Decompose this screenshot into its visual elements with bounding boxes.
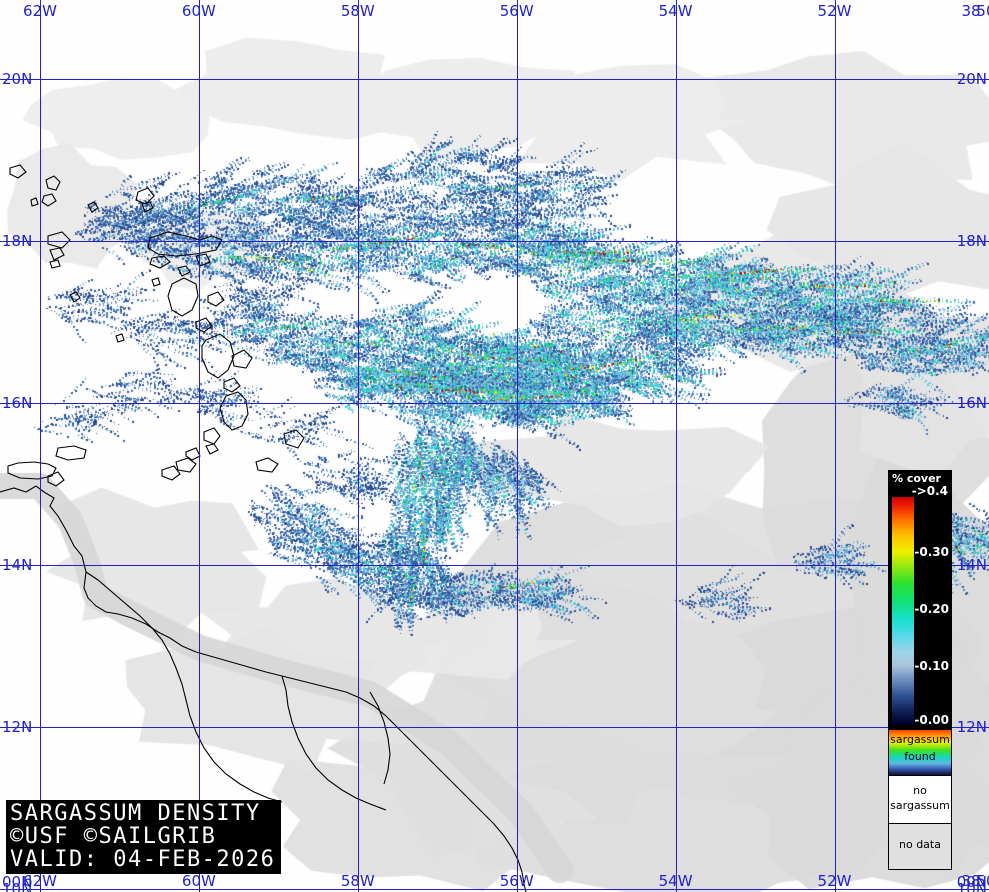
lat-label-right-12N: 12N [956,718,987,736]
lat-label-right-16N: 16N [956,394,987,412]
colorbar-tick-010: -0.10 [914,659,949,673]
title-line-product: SARGASSUM DENSITY [10,801,261,826]
legend-no-sargassum: no sargassum [889,775,951,823]
lon-label-bottom-62W: 62W [23,872,57,890]
lat-label-left-12N: 12N [2,718,33,736]
colorbar-tick-030: -0.30 [914,545,949,559]
title-box: SARGASSUM DENSITY ©USF ©SAILGRIB VALID: … [6,800,282,874]
legend-nosarg-label-2: sargassum [890,799,950,812]
lon-label-top-58W: 58W [340,2,375,20]
colorbar-gradient [892,497,914,725]
title-line-valid: VALID: 04-FEB-2026 [10,847,276,872]
legend-max-label: ->0.4 [911,484,948,498]
colorbar-tick-000: -0.00 [914,713,949,727]
lat-label-right-10N: 10N [956,880,987,892]
colorbar-tick-020: -0.20 [914,602,949,616]
legend-found-label-2: found [904,750,936,763]
legend-found-label-1: sargassum [890,733,950,746]
lon-label-top-54W: 54W [658,2,693,20]
lat-label-left-18N: 18N [2,232,33,250]
lon-label-top-50W: 50W [976,2,989,20]
lon-label-bottom-60W: 60W [181,872,216,890]
lon-label-bottom-50W: 50W [976,872,989,890]
legend-header: % cover [892,472,941,485]
lat-label-right-14N: 14N [956,556,987,574]
lon-label-bottom-38: 38 [961,872,981,890]
legend-panel[interactable]: % cover ->0.4 -0.30 -0.20 -0.10 -0.00 sa… [888,470,952,870]
lon-label-top-38: 38 [961,2,981,20]
lon-label-top-56W: 56W [499,2,534,20]
legend-sargassum-found: sargassum found [889,729,951,775]
legend-nosarg-label-1: no [913,784,927,797]
title-line-credits: ©USF ©SAILGRIB [10,824,217,849]
lat-label-left-16N: 16N [2,394,33,412]
lon-label-bottom-56W: 56W [499,872,534,890]
lat-label-left-10N: 10N [2,880,33,892]
lat-label-right-00N: 00N [956,873,987,891]
lon-label-top-60W: 60W [181,2,216,20]
lat-label-right-18N: 18N [956,232,987,250]
lat-label-left-20N: 20N [2,70,33,88]
lon-label-bottom-54W: 54W [658,872,693,890]
legend-colorbar: % cover ->0.4 -0.30 -0.20 -0.10 -0.00 [889,471,951,729]
lat-label-left-14N: 14N [2,556,33,574]
lon-label-bottom-52W: 52W [817,872,852,890]
lon-label-bottom-58W: 58W [340,872,375,890]
lat-label-right-20N: 20N [956,70,987,88]
lat-label-left-00N: 00N [2,873,33,891]
legend-no-data: no data [889,823,951,869]
lon-label-top-62W: 62W [23,2,57,20]
lon-label-top-52W: 52W [817,2,852,20]
